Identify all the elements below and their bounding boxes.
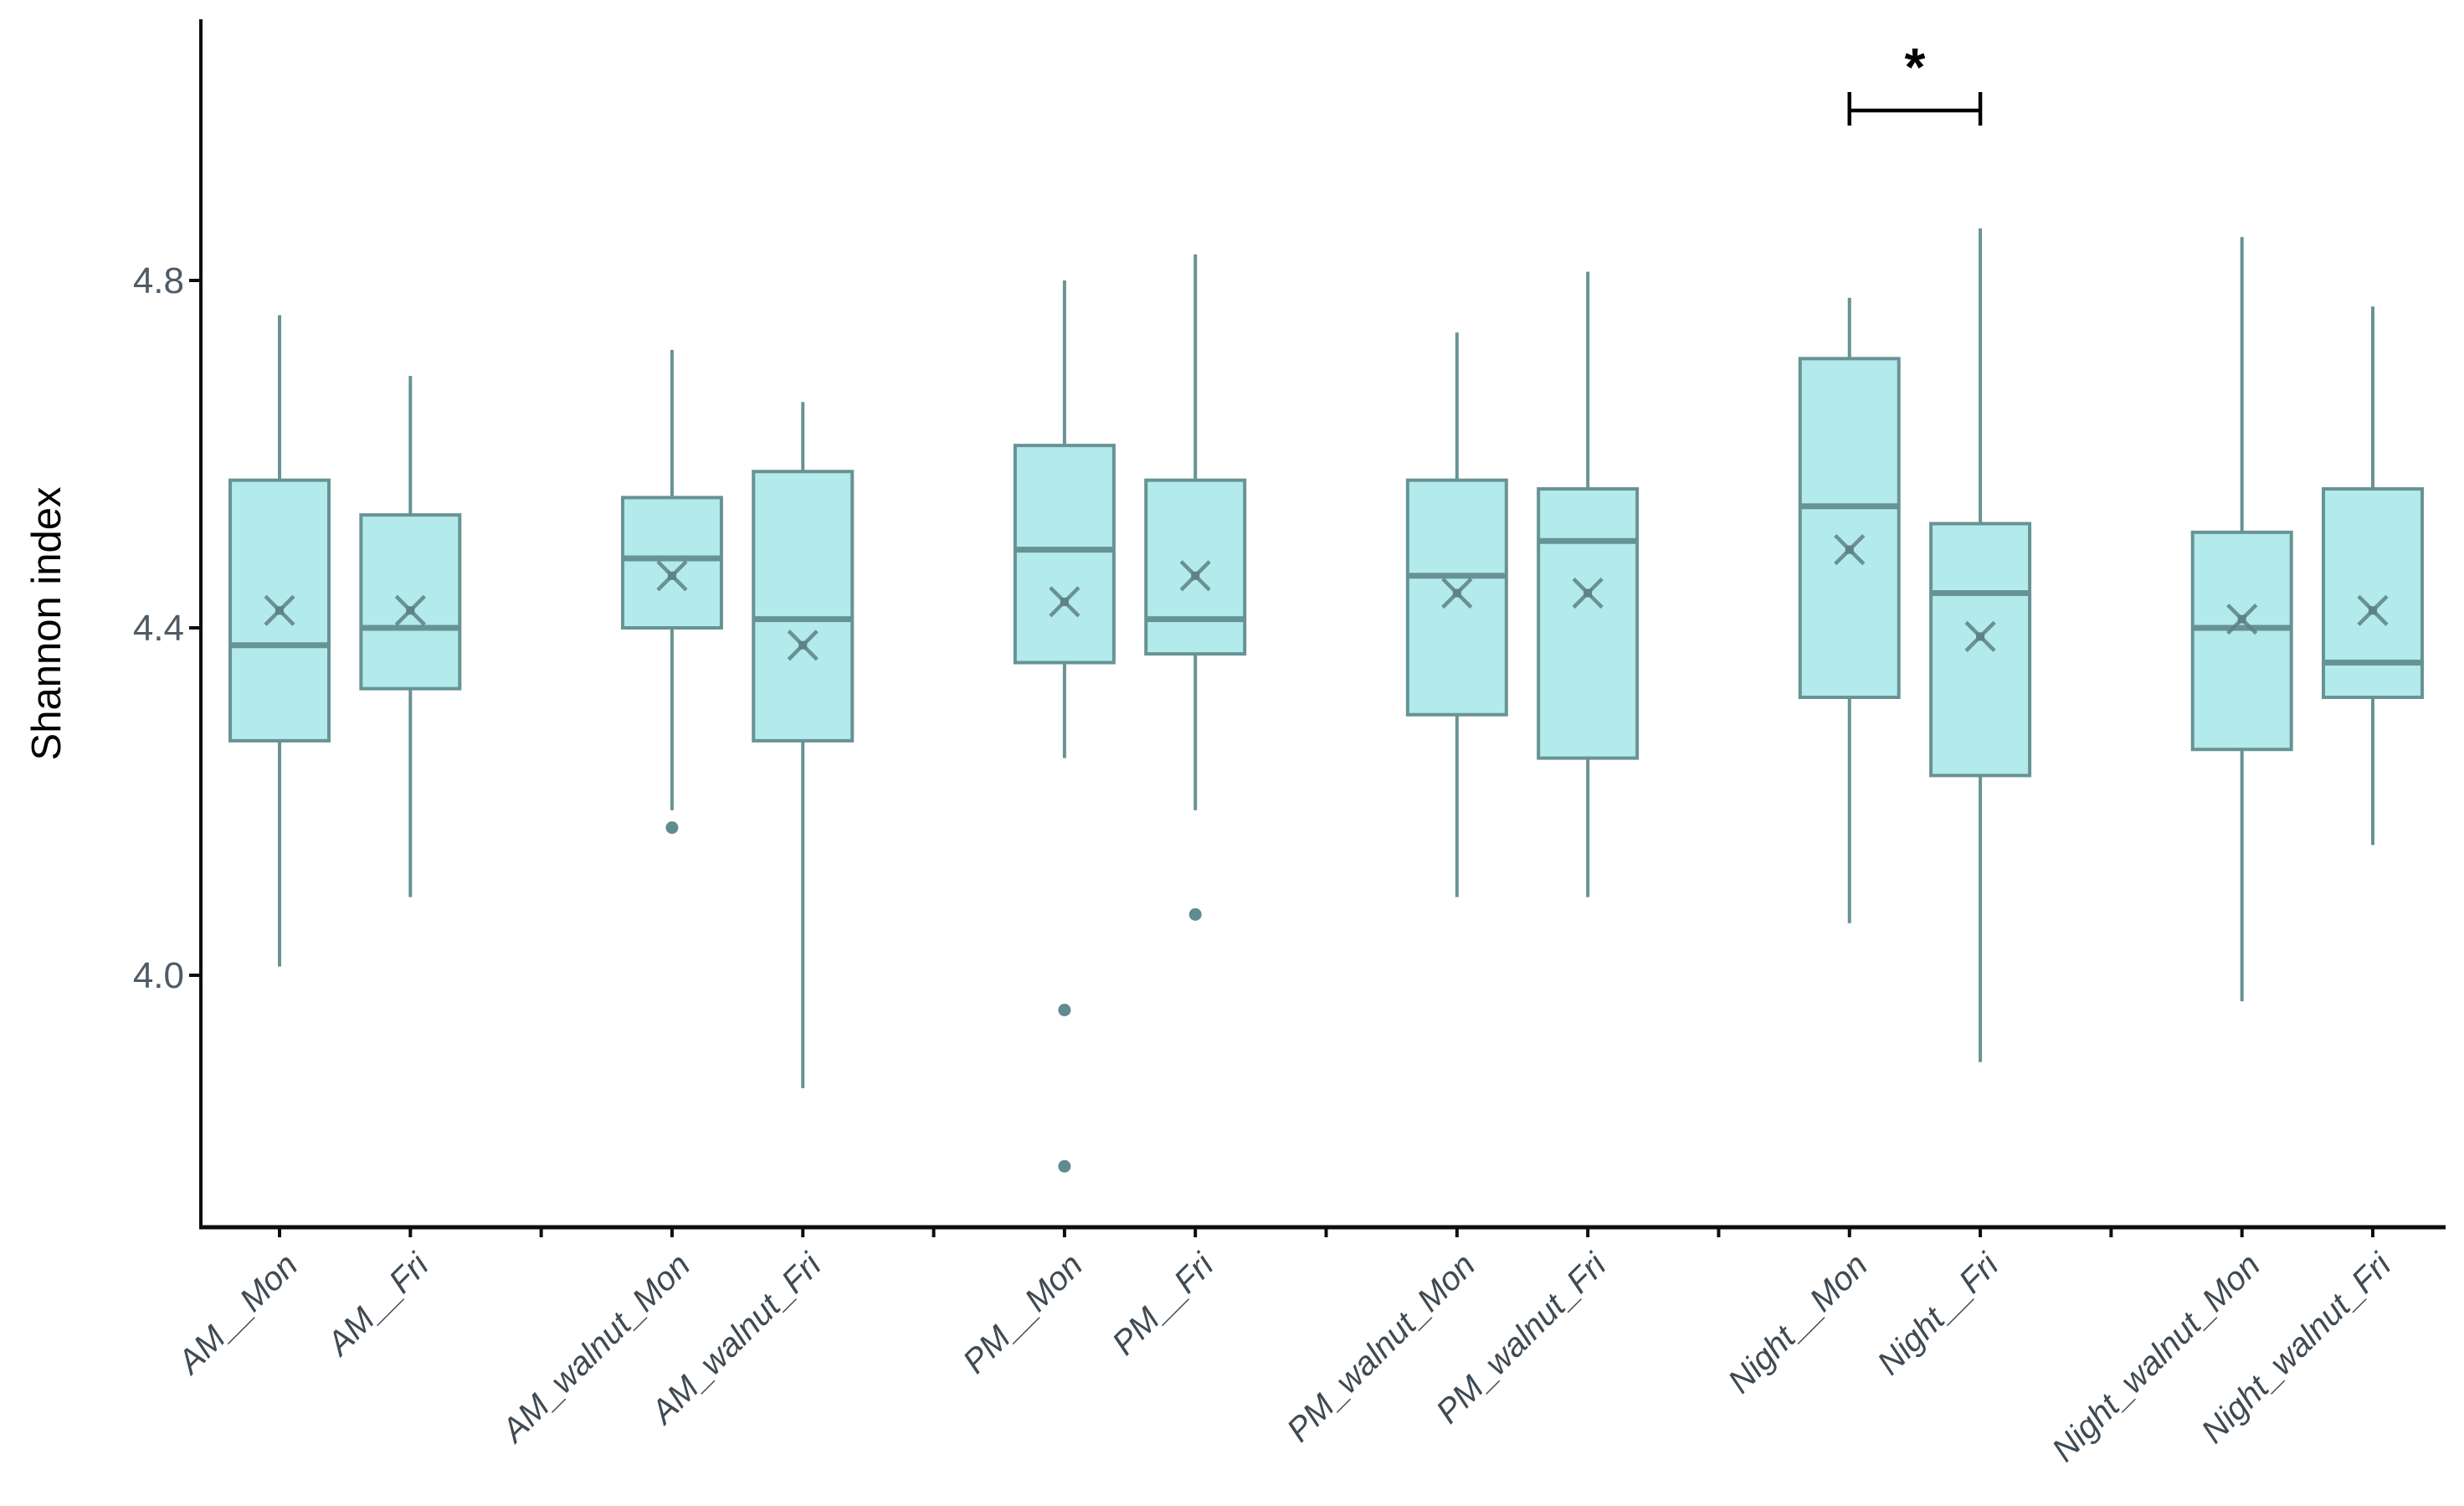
box-group-Night__Mon (1798, 297, 1901, 923)
plot-content: 4.04.44.8AM__Mon AM__Fri AM_walnut_MonAM_w… (133, 37, 2424, 1469)
x-axis-label-Night__Fri: Night__Fri (1871, 1246, 2006, 1381)
iqr-box (1537, 487, 1640, 760)
mean-x-center (667, 571, 676, 580)
box-group-AM__Mon (228, 315, 331, 967)
outlier-point (665, 821, 679, 835)
box-group-PM_walnut_Fri (1537, 271, 1640, 897)
box-group-Night__Fri (1929, 228, 2032, 1062)
iqr-box (752, 470, 855, 743)
iqr-box (2322, 487, 2424, 699)
mean-x-center (1976, 632, 1985, 641)
box-group-AM_walnut_Fri (752, 402, 855, 1088)
mean-x-center (798, 640, 808, 650)
outlier-point (1058, 1159, 1071, 1173)
mean-x-center (275, 606, 284, 615)
mean-x-center (1452, 589, 1461, 598)
box-group-Night_walnut_Fri (2322, 306, 2424, 846)
mean-x-center (1060, 597, 1069, 606)
y-tick-label: 4.0 (133, 955, 184, 996)
outlier-point (1058, 1004, 1071, 1016)
box-group-Night_walnut_Mon (2190, 237, 2293, 1002)
iqr-box (1798, 357, 1901, 699)
x-axis-label-AM__Fri: AM__Fri (319, 1246, 436, 1363)
box-group-PM__Mon (1013, 280, 1116, 1173)
iqr-box (620, 496, 723, 630)
outlier-point (1188, 907, 1202, 921)
box-group-PM_walnut_Mon (1405, 332, 1508, 897)
iqr-box (1929, 522, 2032, 778)
box-group-AM__Fri (359, 376, 462, 897)
box-group-PM__Fri (1144, 254, 1247, 921)
x-axis-label-AM__Mon: AM__Mon (170, 1246, 305, 1381)
y-tick-label: 4.8 (133, 260, 184, 301)
mean-x-center (406, 606, 415, 615)
significance-bracket: * (1847, 37, 1983, 126)
x-axis-label-PM__Fri: PM__Fri (1106, 1246, 1222, 1362)
mean-x-center (1845, 545, 1854, 554)
y-axis-label: Shannon index (24, 487, 69, 761)
mean-x-center (2369, 606, 2377, 615)
mean-x-center (2237, 614, 2246, 624)
mean-x-center (1191, 571, 1200, 580)
significance-star: * (1904, 37, 1925, 97)
iqr-box (359, 513, 462, 691)
x-axis-label-PM__Mon: PM__Mon (956, 1246, 1090, 1380)
iqr-box (1144, 478, 1247, 656)
box-group-AM_walnut_Mon (620, 350, 723, 835)
iqr-box (1013, 444, 1116, 665)
iqr-box (2190, 530, 2293, 752)
mean-x-center (1584, 589, 1593, 598)
x-axis-label-Night__Mon: Night__Mon (1721, 1246, 1875, 1401)
iqr-box (1405, 478, 1508, 717)
y-tick-label: 4.4 (133, 608, 184, 649)
